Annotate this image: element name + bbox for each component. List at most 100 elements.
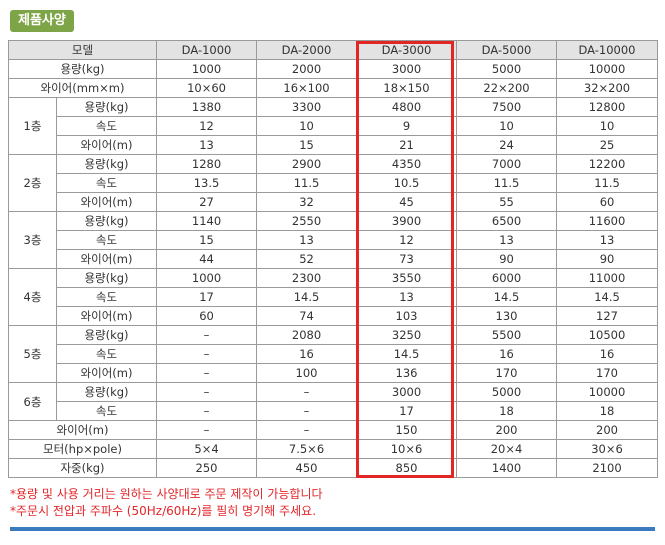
- table-cell: 450: [256, 458, 358, 478]
- table-cell: 200: [556, 420, 659, 440]
- table-cell: 5000: [456, 59, 558, 79]
- row-label: 속도: [55, 401, 158, 421]
- row-label: 용량(kg): [55, 154, 158, 174]
- table-body: 용량(kg) 1000 2000 3000 5000 10000 와이어(mm×m) 10×6…: [7, 59, 659, 478]
- table-cell: 13.5: [156, 173, 258, 193]
- table-header-row: 모델 DA-1000 DA-2000 DA-3000 DA-5000 DA-10…: [7, 40, 659, 60]
- column-header: DA-10000: [556, 40, 659, 60]
- table-cell: 13: [556, 230, 659, 250]
- table-cell: 32×200: [556, 78, 659, 98]
- row-label: 와이어(mm×m): [7, 78, 158, 98]
- table-cell: 14.5: [456, 287, 558, 307]
- table-cell: 6500: [456, 211, 558, 231]
- table-cell: 2100: [556, 458, 659, 478]
- table-cell: 5000: [456, 382, 558, 402]
- table-cell: 12: [356, 230, 458, 250]
- table-cell: 20×4: [456, 439, 558, 459]
- notes: *용량 및 사용 거리는 원하는 사양대로 주문 제작이 가능합니다 *주문시 …: [10, 486, 323, 520]
- table-cell: 74: [256, 306, 358, 326]
- table-cell: 18×150: [356, 78, 458, 98]
- table-cell: 3000: [356, 382, 458, 402]
- table-cell: 10000: [556, 59, 659, 79]
- table-row: 5층 용량(kg) –2080 3250 5500 10500: [8, 325, 659, 383]
- table-cell: 1280: [156, 154, 258, 174]
- table-row: 와이어(m) – –150 200 200: [7, 420, 659, 440]
- table-cell: 5×4: [156, 439, 258, 459]
- table-row: 와이어(m) 13 15 21 24 25: [9, 135, 659, 155]
- table-cell: 127: [556, 306, 659, 326]
- row-label: 속도: [55, 116, 158, 136]
- table-cell: 2000: [256, 59, 358, 79]
- table-cell: 27: [156, 192, 258, 212]
- table-row: 와이어(m) 44 52 73 90 90: [9, 249, 659, 269]
- table-cell: –: [156, 401, 258, 421]
- table-cell: 32: [256, 192, 358, 212]
- table-row: 속도 –16 14.5 16 16: [9, 344, 659, 364]
- table-cell: 150: [356, 420, 458, 440]
- table-cell: 3900: [356, 211, 458, 231]
- table-cell: 21: [356, 135, 458, 155]
- table-cell: 130: [456, 306, 558, 326]
- spec-table: 모델 DA-1000 DA-2000 DA-3000 DA-5000 DA-10…: [7, 40, 659, 478]
- table-cell: 10×6: [356, 439, 458, 459]
- row-label: 와이어(m): [55, 363, 158, 383]
- row-label: 용량(kg): [55, 97, 158, 117]
- table-cell: 90: [456, 249, 558, 269]
- floor-label: 6층: [8, 382, 57, 421]
- floor-label: 5층: [8, 325, 57, 383]
- row-label: 속도: [55, 230, 158, 250]
- note-line: *주문시 전압과 주파수 (50Hz/60Hz)를 필히 명기해 주세요.: [10, 504, 317, 518]
- table-cell: 170: [456, 363, 558, 383]
- row-label: 와이어(m): [55, 306, 158, 326]
- row-label: 용량(kg): [55, 211, 158, 231]
- note-line: *용량 및 사용 거리는 원하는 사양대로 주문 제작이 가능합니다: [10, 487, 323, 501]
- table-cell: 2550: [256, 211, 358, 231]
- table-cell: 60: [556, 192, 659, 212]
- table-cell: 200: [456, 420, 558, 440]
- table-cell: 2300: [256, 268, 358, 288]
- floor-label: 2층: [8, 154, 57, 212]
- row-label: 속도: [55, 287, 158, 307]
- table-cell: 10: [456, 116, 558, 136]
- table-cell: 10000: [556, 382, 659, 402]
- row-label: 모터(hp×pole): [7, 439, 158, 459]
- table-cell: 11600: [556, 211, 659, 231]
- table-cell: 7.5×6: [256, 439, 358, 459]
- column-header: DA-1000: [156, 40, 258, 60]
- table-cell: –: [256, 401, 358, 421]
- table-cell: 100: [256, 363, 358, 383]
- table-row: 모터(hp×pole) 5×4 7.5×6 10×6 20×4 30×6: [7, 439, 659, 459]
- table-cell: 73: [356, 249, 458, 269]
- table-cell: –: [156, 420, 258, 440]
- table-cell: 44: [156, 249, 258, 269]
- table-cell: 16: [256, 344, 358, 364]
- row-label: 속도: [55, 344, 158, 364]
- row-label: 와이어(m): [55, 192, 158, 212]
- table-cell: 17: [156, 287, 258, 307]
- table-cell: 4800: [356, 97, 458, 117]
- table-cell: 30×6: [556, 439, 659, 459]
- table-row: 용량(kg) 1000 2000 3000 5000 10000: [7, 59, 659, 79]
- table-row: 속도 12 10 9 10 10: [9, 116, 659, 136]
- row-label: 용량(kg): [55, 382, 158, 402]
- table-row: 속도 13.5 11.5 10.5 11.5 11.5: [9, 173, 659, 193]
- table-cell: 4350: [356, 154, 458, 174]
- table-cell: 3000: [356, 59, 458, 79]
- table-cell: 16: [556, 344, 659, 364]
- row-label: 용량(kg): [7, 59, 158, 79]
- table-cell: 25: [556, 135, 659, 155]
- table-cell: 55: [456, 192, 558, 212]
- table-cell: 7500: [456, 97, 558, 117]
- table-cell: 13: [256, 230, 358, 250]
- floor-label: 3층: [8, 211, 57, 269]
- table-cell: 1400: [456, 458, 558, 478]
- table-cell: 22×200: [456, 78, 558, 98]
- table-cell: 16×100: [256, 78, 358, 98]
- table-row: 속도 – –17 18 18: [9, 401, 659, 421]
- table-cell: –: [256, 420, 358, 440]
- table-cell: 14.5: [356, 344, 458, 364]
- table-cell: 1140: [156, 211, 258, 231]
- table-cell: 11.5: [556, 173, 659, 193]
- table-cell: 3550: [356, 268, 458, 288]
- table-cell: 3300: [256, 97, 358, 117]
